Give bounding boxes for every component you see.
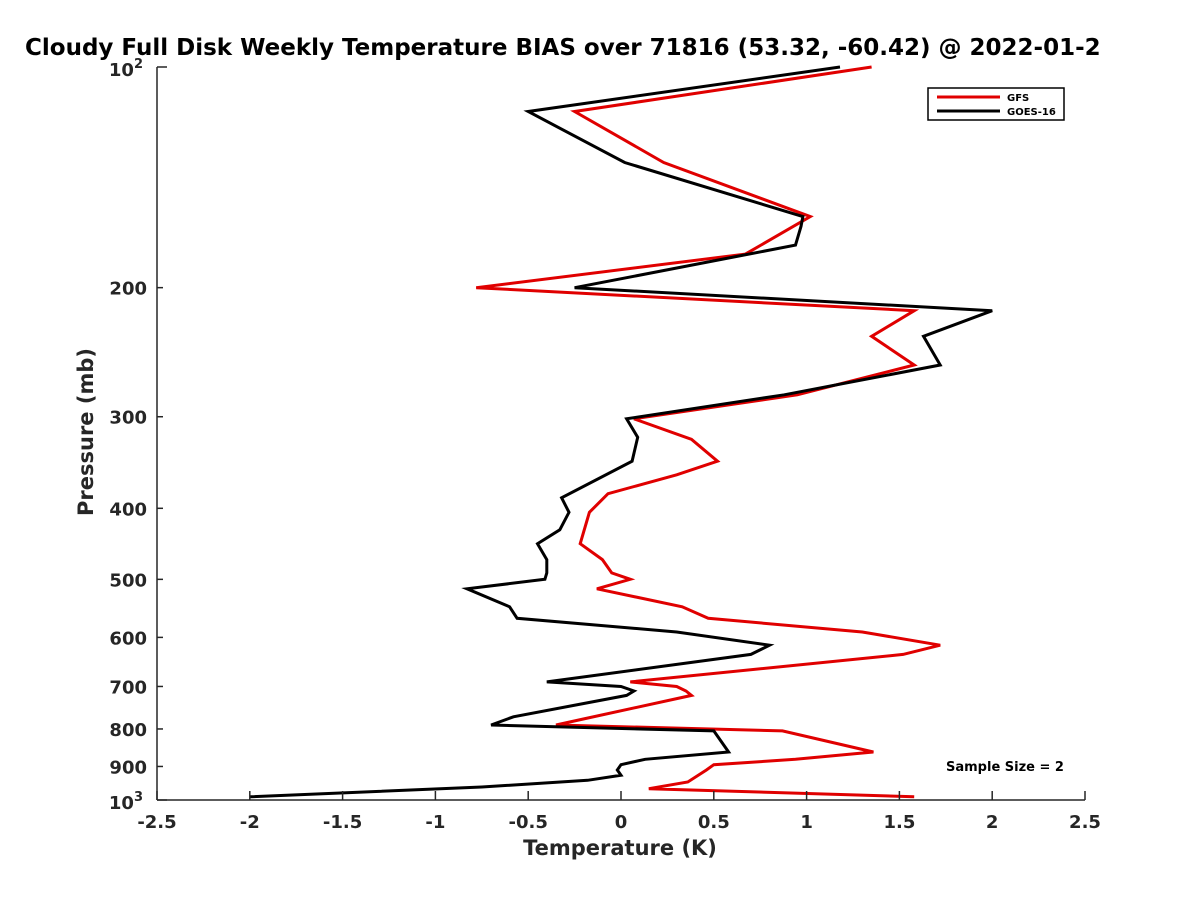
y-tick-label: 600 <box>109 628 147 649</box>
x-tick-label: 2 <box>986 812 999 833</box>
y-tick-label: 102 <box>109 57 143 81</box>
chart-title: Cloudy Full Disk Weekly Temperature BIAS… <box>25 35 1101 61</box>
series-line-goes-16 <box>249 65 993 799</box>
legend-entry: GFS <box>1007 93 1029 104</box>
legend: GFS GOES-16 <box>927 87 1065 121</box>
y-tick-label: 900 <box>109 757 147 778</box>
x-axis-label: Temperature (K) <box>523 836 717 860</box>
y-tick-label: 103 <box>109 790 143 814</box>
x-tick-label: 0.5 <box>698 812 730 833</box>
legend-box <box>927 87 1065 121</box>
y-tick-label: 800 <box>109 720 147 741</box>
x-tick-label: 2.5 <box>1069 812 1101 833</box>
axes-layer: -2.5 -2 -1.5 -1 -0.5 0 0.5 1 1.5 2 2.5 200 300 400 500… <box>109 57 1101 833</box>
legend-entry: GOES-16 <box>1007 107 1056 118</box>
series-layer <box>249 65 993 799</box>
x-tick-label: 0 <box>615 812 628 833</box>
x-tick-label: -2.5 <box>137 812 176 833</box>
x-tick-label: 1.5 <box>883 812 915 833</box>
series-line-gfs <box>476 65 941 799</box>
x-tick-label: 1 <box>800 812 813 833</box>
y-tick-label: 400 <box>109 499 147 520</box>
y-tick-label: 300 <box>109 408 147 429</box>
x-tick-label: -2 <box>240 812 260 833</box>
x-tick-label: -0.5 <box>509 812 548 833</box>
x-tick-label: -1.5 <box>323 812 362 833</box>
x-tick-label: -1 <box>425 812 445 833</box>
y-tick-label: 200 <box>109 279 147 300</box>
y-tick-label: 700 <box>109 677 147 698</box>
sample-size-annotation: Sample Size = 2 <box>946 760 1064 775</box>
y-axis-label: Pressure (mb) <box>74 348 98 516</box>
y-tick-label: 500 <box>109 570 147 591</box>
